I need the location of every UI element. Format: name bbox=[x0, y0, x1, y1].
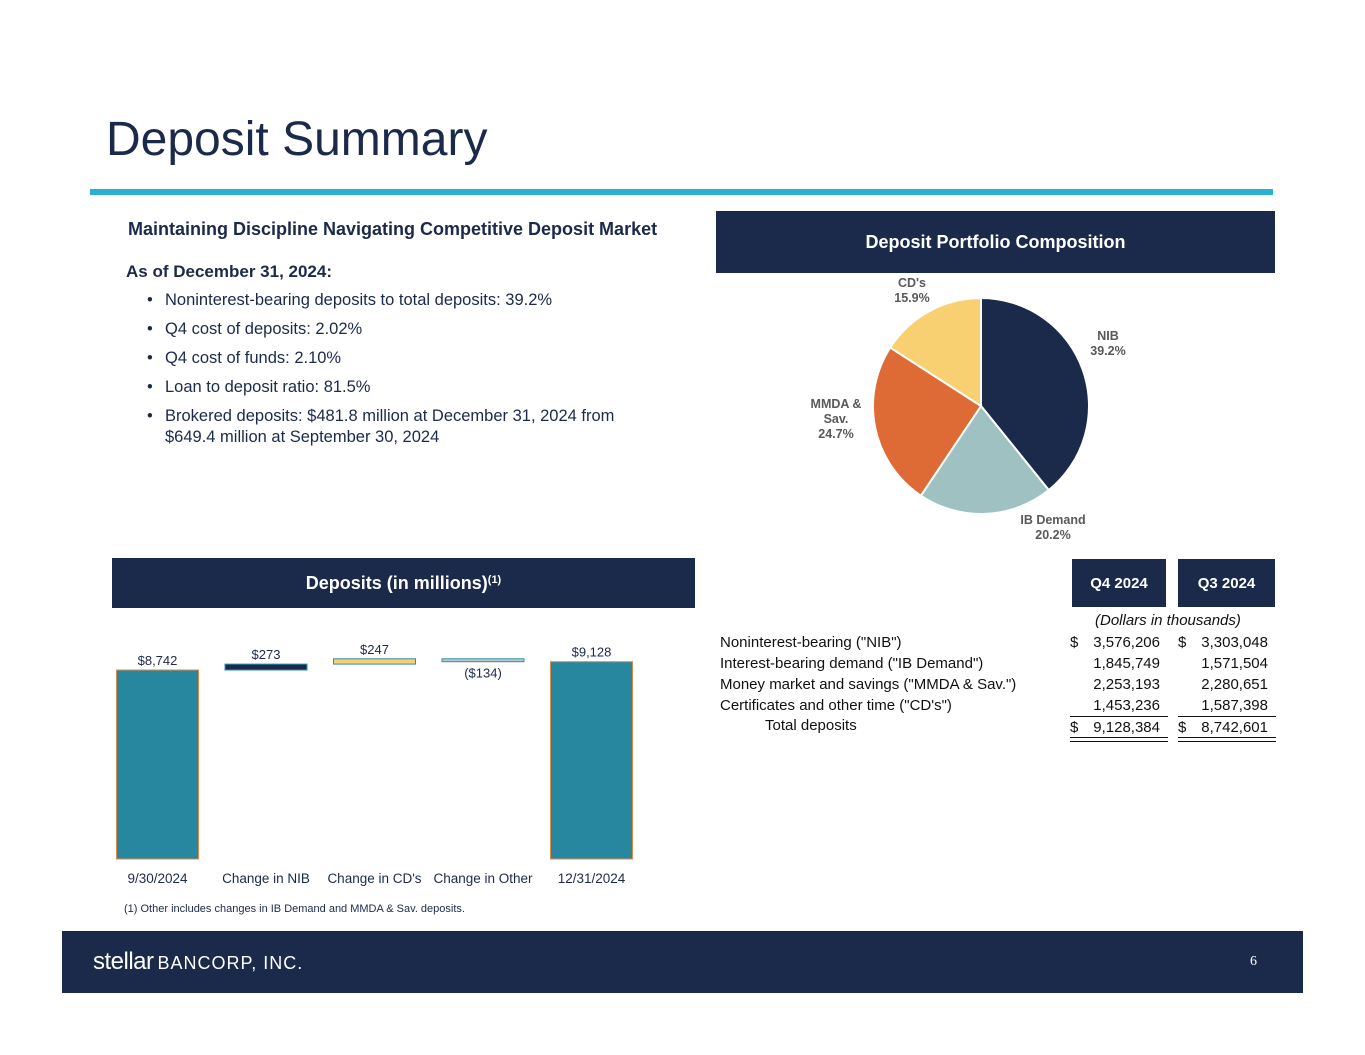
bullet-loan-to-deposit: Loan to deposit ratio: 81.5% bbox=[145, 377, 665, 398]
category-label-12-31-2024: 12/31/2024 bbox=[558, 871, 626, 886]
pie-slice-mmda-sav bbox=[872, 346, 983, 498]
page-number: 6 bbox=[1250, 954, 1257, 969]
category-label-change-in-nib: Change in NIB bbox=[222, 871, 310, 886]
bar-value-label-change-in-nib: $273 bbox=[252, 647, 281, 662]
currency-symbol: $ bbox=[1070, 719, 1079, 736]
cell-value: 1,587,398 bbox=[1201, 697, 1268, 714]
cell-value: 1,571,504 bbox=[1201, 655, 1268, 672]
bar-change-in-nib bbox=[224, 663, 308, 671]
cell-value: 1,453,236 bbox=[1093, 697, 1160, 714]
subtotal-rule bbox=[1178, 716, 1276, 717]
waterfall-chart: $8,742 $273 $247 ($134) $9,128 9/30/2024 Chan… bbox=[116, 642, 633, 886]
pie-slice-cd-s bbox=[888, 296, 982, 408]
bar-change-in-other bbox=[441, 658, 525, 663]
bullet-nib-ratio: Noninterest-bearing deposits to total de… bbox=[145, 290, 665, 311]
pie-chart: NIB 39.2% IB Demand 20.2% MMDA & Sav. 24.7% CD'… bbox=[811, 276, 1126, 542]
pie-slice-nib bbox=[980, 296, 1090, 492]
bar-value-label-change-in-cd-s: $247 bbox=[360, 642, 389, 657]
bar-chart-title: Deposits (in millions) bbox=[305, 572, 488, 593]
row-label-nib: Noninterest-bearing ("NIB") bbox=[720, 634, 902, 651]
row-label-mmda: Money market and savings ("MMDA & Sav.") bbox=[720, 676, 1017, 693]
bullet-brokered-deposits: Brokered deposits: $481.8 million at Dec… bbox=[145, 406, 665, 448]
column-header-q4: Q4 2024 bbox=[1072, 559, 1166, 607]
company-logo: stellar BANCORP, INC. bbox=[93, 948, 303, 976]
bar-12-31-2024 bbox=[550, 661, 633, 860]
column-header-q3: Q3 2024 bbox=[1178, 559, 1275, 607]
pie-label-cd-s: CD's 15.9% bbox=[894, 276, 929, 305]
row-label-cds: Certificates and other time ("CD's") bbox=[720, 697, 952, 714]
currency-symbol: $ bbox=[1178, 634, 1187, 651]
cell-value: 1,845,749 bbox=[1093, 655, 1160, 672]
currency-symbol: $ bbox=[1070, 634, 1079, 651]
logo-word-bancorp: BANCORP, INC. bbox=[157, 953, 304, 973]
title-underline bbox=[90, 189, 1273, 195]
bar-value-label-change-in-other: ($134) bbox=[464, 666, 502, 681]
category-label-change-in-cd-s: Change in CD's bbox=[327, 871, 421, 886]
subtotal-rule bbox=[1070, 716, 1168, 717]
currency-symbol: $ bbox=[1178, 719, 1187, 736]
cell-value: 9,128,384 bbox=[1093, 719, 1160, 736]
bar-chart-title-footnote-marker: (1) bbox=[487, 574, 502, 586]
bar-chart-header: Deposits (in millions) (1) bbox=[112, 558, 695, 608]
highlights-heading: Maintaining Discipline Navigating Compet… bbox=[128, 219, 658, 239]
cell-value: 3,303,048 bbox=[1201, 634, 1268, 651]
bar-value-label-12-31-2024: $9,128 bbox=[572, 645, 612, 660]
footer-bar bbox=[62, 931, 1303, 993]
pie-chart-header: Deposit Portfolio Composition bbox=[716, 211, 1275, 273]
pie-label-mmda-sav: MMDA & Sav. 24.7% bbox=[811, 397, 862, 441]
row-label-total: Total deposits bbox=[765, 717, 857, 734]
pie-label-ib-demand: IB Demand 20.2% bbox=[1020, 513, 1085, 542]
page-title: Deposit Summary bbox=[106, 113, 488, 166]
category-label-9-30-2024: 9/30/2024 bbox=[127, 871, 188, 886]
bar-change-in-cd-s bbox=[333, 658, 416, 665]
category-label-change-in-other: Change in Other bbox=[433, 871, 533, 886]
row-label-ib-demand: Interest-bearing demand ("IB Demand") bbox=[720, 655, 984, 672]
bullet-cost-of-funds: Q4 cost of funds: 2.10% bbox=[145, 348, 665, 369]
as-of-label: As of December 31, 2024: bbox=[126, 262, 332, 281]
logo-word-stellar: stellar bbox=[93, 948, 154, 975]
cell-value: 2,253,193 bbox=[1093, 676, 1160, 693]
pie-label-nib: NIB 39.2% bbox=[1090, 329, 1125, 358]
units-note: (Dollars in thousands) bbox=[1095, 612, 1241, 629]
pie-slice-ib-demand bbox=[919, 404, 1051, 515]
highlights-list: Noninterest-bearing deposits to total de… bbox=[145, 290, 665, 456]
cell-value: 3,576,206 bbox=[1093, 634, 1160, 651]
cell-value: 8,742,601 bbox=[1201, 719, 1268, 736]
cell-value: 2,280,651 bbox=[1201, 676, 1268, 693]
bar-value-label-9-30-2024: $8,742 bbox=[138, 653, 178, 668]
bullet-cost-of-deposits: Q4 cost of deposits: 2.02% bbox=[145, 319, 665, 340]
footnote: (1) Other includes changes in IB Demand … bbox=[124, 903, 465, 915]
total-double-rule bbox=[1070, 737, 1168, 742]
bar-9-30-2024 bbox=[116, 669, 199, 860]
total-double-rule bbox=[1178, 737, 1276, 742]
